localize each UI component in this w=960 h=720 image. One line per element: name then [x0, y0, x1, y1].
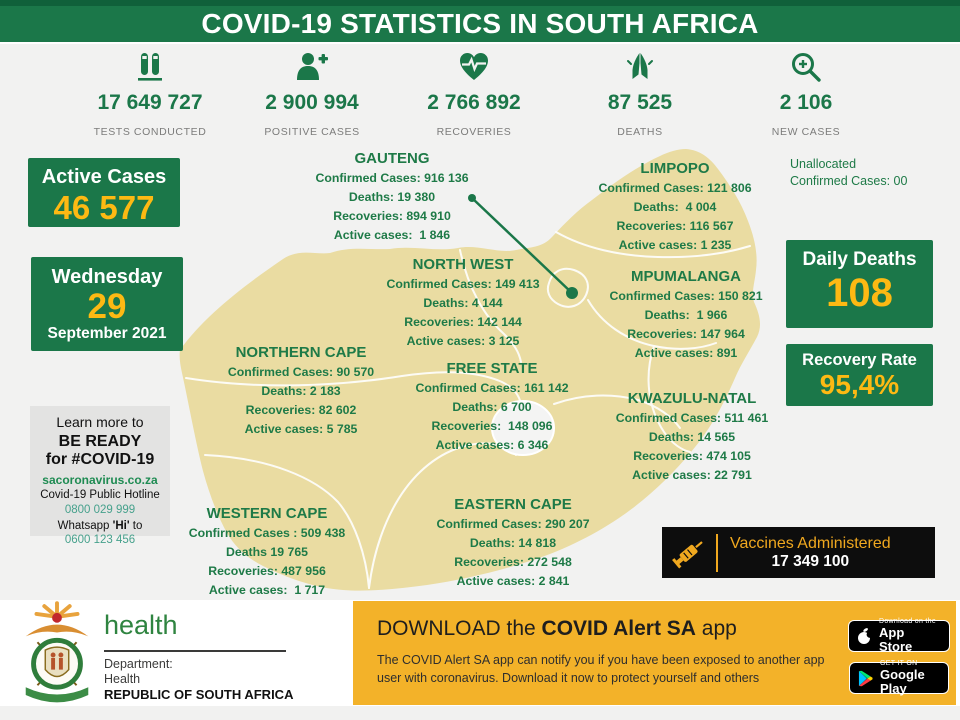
daily-deaths-box: Daily Deaths 108: [786, 240, 933, 328]
stat-label: POSITIVE CASES: [264, 126, 360, 138]
website-link[interactable]: sacoronavirus.co.za: [42, 473, 158, 488]
google-play-big-text: Google Play: [880, 667, 925, 696]
province-western-cape: WESTERN CAPE Confirmed Cases : 509 438 D…: [152, 505, 382, 600]
province-northern-cape: NORTHERN CAPE Confirmed Cases: 90 570 De…: [186, 344, 416, 439]
province-gauteng: GAUTENG Confirmed Cases: 916 136 Deaths:…: [252, 150, 532, 245]
download-title: DOWNLOAD the COVID Alert SA app: [377, 617, 737, 640]
apple-icon: [857, 627, 872, 645]
recovery-rate-label: Recovery Rate: [802, 351, 917, 369]
recovery-rate-value: 95,4%: [819, 369, 900, 400]
active-cases-value: 46 577: [53, 189, 155, 226]
date-day: 29: [87, 287, 127, 326]
province-name: FREE STATE: [446, 360, 538, 377]
gauteng-pointer-line: [468, 194, 578, 299]
province-name: NORTH WEST: [412, 256, 514, 273]
dept-line2: Health: [104, 672, 141, 686]
province-name: LIMPOPO: [640, 160, 710, 177]
unallocated-note: Unallocated Confirmed Cases: 00: [790, 156, 907, 190]
stat-deaths: 87 525 DEATHS: [555, 48, 725, 138]
google-play-badge[interactable]: GET IT ON Google Play: [849, 660, 949, 696]
hotline-number[interactable]: 0800 029 999: [64, 503, 136, 516]
logo-divider: [104, 650, 286, 652]
whatsapp-label: Whatsapp 'Hi' to: [57, 519, 143, 532]
magnifier-plus-icon: [721, 48, 891, 86]
bottom-margin-strip: [0, 706, 960, 720]
learn-more-line3: for #COVID-19: [45, 451, 155, 469]
top-accent-strip: [0, 0, 960, 6]
google-play-icon: [858, 670, 873, 687]
date-box: Wednesday 29 September 2021: [31, 257, 183, 351]
province-name: NORTHERN CAPE: [235, 344, 367, 361]
unallocated-line1: Unallocated: [790, 157, 857, 171]
praying-hands-icon: [555, 48, 725, 86]
coat-of-arms-logo: [14, 600, 100, 706]
app-store-small-text: Download on the: [879, 618, 937, 625]
vaccines-label: Vaccines Administered: [730, 534, 891, 552]
stat-recoveries: 2 766 892 RECOVERIES: [389, 48, 559, 138]
stat-label: DEATHS: [617, 126, 663, 138]
active-cases-box: Active Cases 46 577: [28, 158, 180, 227]
unallocated-line2: Confirmed Cases: 00: [790, 174, 908, 188]
learn-more-box: Learn more to BE READY for #COVID-19 sac…: [30, 406, 170, 546]
stat-value: 2 900 994: [265, 91, 359, 114]
learn-more-line2: BE READY: [58, 432, 142, 450]
province-borders: [185, 231, 751, 589]
province-north-west: NORTH WEST Confirmed Cases: 149 413 Deat…: [348, 256, 578, 351]
stat-label: TESTS CONDUCTED: [93, 126, 207, 138]
daily-deaths-value: 108: [826, 271, 893, 315]
lesotho-cutout: [491, 400, 555, 456]
province-limpopo: LIMPOPO Confirmed Cases: 121 806 Deaths:…: [565, 160, 785, 255]
province-name: KWAZULU-NATAL: [627, 390, 757, 407]
google-play-small-text: GET IT ON: [880, 660, 918, 667]
whatsapp-number[interactable]: 0600 123 456: [64, 534, 136, 547]
test-tubes-icon: [65, 48, 235, 86]
app-store-badge[interactable]: Download on the App Store: [848, 618, 950, 654]
download-body: The COVID Alert SA app can notify you if…: [377, 653, 825, 686]
province-name: GAUTENG: [354, 150, 430, 167]
recovery-rate-box: Recovery Rate 95,4%: [786, 344, 933, 406]
syringe-icon: [670, 534, 708, 572]
stat-value: 2 766 892: [427, 91, 521, 114]
stat-value: 87 525: [607, 91, 673, 114]
province-free-state: FREE STATE Confirmed Cases: 161 142 Deat…: [377, 360, 607, 455]
stat-new-cases: 2 106 NEW CASES: [721, 48, 891, 138]
dept-line3: REPUBLIC OF SOUTH AFRICA: [104, 687, 294, 702]
download-banner: DOWNLOAD the COVID Alert SA app The COVI…: [353, 601, 956, 705]
learn-more-line1: Learn more to: [56, 414, 144, 430]
hotline-label: Covid-19 Public Hotline: [40, 489, 160, 502]
active-cases-label: Active Cases: [41, 166, 167, 188]
vaccines-value: 17 349 100: [771, 553, 850, 571]
daily-deaths-label: Daily Deaths: [802, 249, 917, 270]
vaccines-divider: [716, 533, 718, 572]
province-name: WESTERN CAPE: [206, 505, 328, 522]
department-lines: Department: Health REPUBLIC OF SOUTH AFR…: [104, 657, 293, 702]
stat-value: 17 649 727: [97, 91, 203, 114]
app-store-big-text: App Store: [879, 625, 913, 654]
health-wordmark: health: [104, 610, 178, 640]
map-outline: [179, 149, 761, 591]
date-month-year: September 2021: [47, 325, 167, 342]
stat-label: RECOVERIES: [436, 126, 512, 138]
province-name: EASTERN CAPE: [454, 496, 572, 513]
province-mpumalanga: MPUMALANGA Confirmed Cases: 150 821 Deat…: [576, 268, 796, 363]
province-name: MPUMALANGA: [631, 268, 741, 285]
heartbeat-icon: [389, 48, 559, 86]
page-title: COVID-19 STATISTICS IN SOUTH AFRICA: [201, 8, 759, 39]
dept-line1: Department:: [104, 657, 173, 671]
stat-value: 2 106: [779, 91, 833, 114]
vaccines-box: Vaccines Administered 17 349 100: [662, 527, 935, 578]
province-eastern-cape: EASTERN CAPE Confirmed Cases: 290 207 De…: [398, 496, 628, 591]
title-banner: COVID-19 STATISTICS IN SOUTH AFRICA: [0, 6, 960, 42]
province-kwazulu-natal: KWAZULU-NATAL Confirmed Cases: 511 461 D…: [582, 390, 802, 485]
stat-tests: 17 649 727 TESTS CONDUCTED: [65, 48, 235, 138]
stat-positive-cases: 2 900 994 POSITIVE CASES: [227, 48, 397, 138]
stat-label: NEW CASES: [771, 126, 841, 138]
person-plus-icon: [227, 48, 397, 86]
date-weekday: Wednesday: [51, 266, 163, 288]
